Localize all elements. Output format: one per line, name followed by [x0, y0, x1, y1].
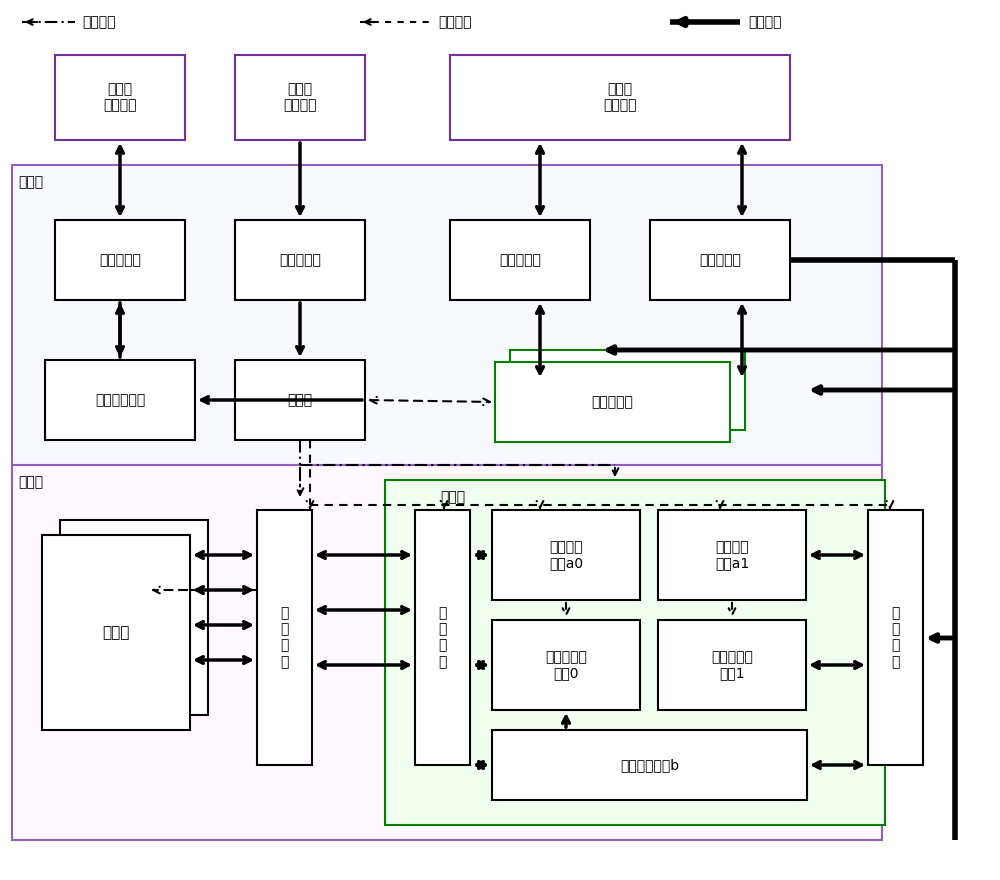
- Bar: [235, 360, 365, 440]
- Text: 控制线路: 控制线路: [438, 15, 472, 29]
- Bar: [12, 165, 882, 485]
- Text: 状态层仲裁器: 状态层仲裁器: [95, 393, 145, 407]
- Text: 交
叉
开
关: 交 叉 开 关: [438, 606, 447, 669]
- Text: 配置层接口: 配置层接口: [279, 253, 321, 267]
- Bar: [235, 220, 365, 300]
- Text: 运算层: 运算层: [18, 475, 43, 489]
- Bar: [492, 730, 807, 800]
- Text: 源操作数
缓存a0: 源操作数 缓存a0: [549, 540, 583, 570]
- Bar: [60, 520, 208, 715]
- Bar: [42, 535, 190, 730]
- Text: 配置层
片上网络: 配置层 片上网络: [283, 83, 317, 113]
- Bar: [495, 362, 730, 442]
- Bar: [650, 220, 790, 300]
- Text: 状态层接口: 状态层接口: [99, 253, 141, 267]
- Text: 源操作数缓存b: 源操作数缓存b: [620, 758, 679, 772]
- Bar: [45, 360, 195, 440]
- Text: 控制器: 控制器: [287, 393, 313, 407]
- Text: 交
叉
开
关: 交 叉 开 关: [891, 606, 900, 669]
- Bar: [658, 620, 806, 710]
- Bar: [257, 510, 312, 765]
- Text: 数据层接口: 数据层接口: [499, 253, 541, 267]
- Text: 目的操作数
缓存0: 目的操作数 缓存0: [545, 650, 587, 680]
- Bar: [235, 55, 365, 140]
- Text: 存储层: 存储层: [440, 490, 465, 504]
- Text: 交
叉
开
关: 交 叉 开 关: [280, 606, 289, 669]
- Bar: [55, 220, 185, 300]
- Bar: [492, 510, 640, 600]
- Text: 数据层接口: 数据层接口: [699, 253, 741, 267]
- Text: 目的操作数
缓存1: 目的操作数 缓存1: [711, 650, 753, 680]
- Bar: [55, 55, 185, 140]
- Text: 源操作数
缓存a1: 源操作数 缓存a1: [715, 540, 749, 570]
- Bar: [450, 220, 590, 300]
- Bar: [658, 510, 806, 600]
- Text: 地址生成器: 地址生成器: [592, 395, 633, 409]
- Text: 状态层
片上网络: 状态层 片上网络: [103, 83, 137, 113]
- Bar: [385, 480, 885, 825]
- Text: 运算器: 运算器: [102, 625, 130, 640]
- Bar: [450, 55, 790, 140]
- Bar: [510, 350, 745, 430]
- Bar: [12, 465, 882, 840]
- Text: 数据线路: 数据线路: [748, 15, 782, 29]
- Text: 控制层: 控制层: [18, 175, 43, 189]
- Bar: [492, 620, 640, 710]
- Text: 数据层
片上网络: 数据层 片上网络: [603, 83, 637, 113]
- Bar: [868, 510, 923, 765]
- Text: 反馈线路: 反馈线路: [82, 15, 116, 29]
- Bar: [415, 510, 470, 765]
